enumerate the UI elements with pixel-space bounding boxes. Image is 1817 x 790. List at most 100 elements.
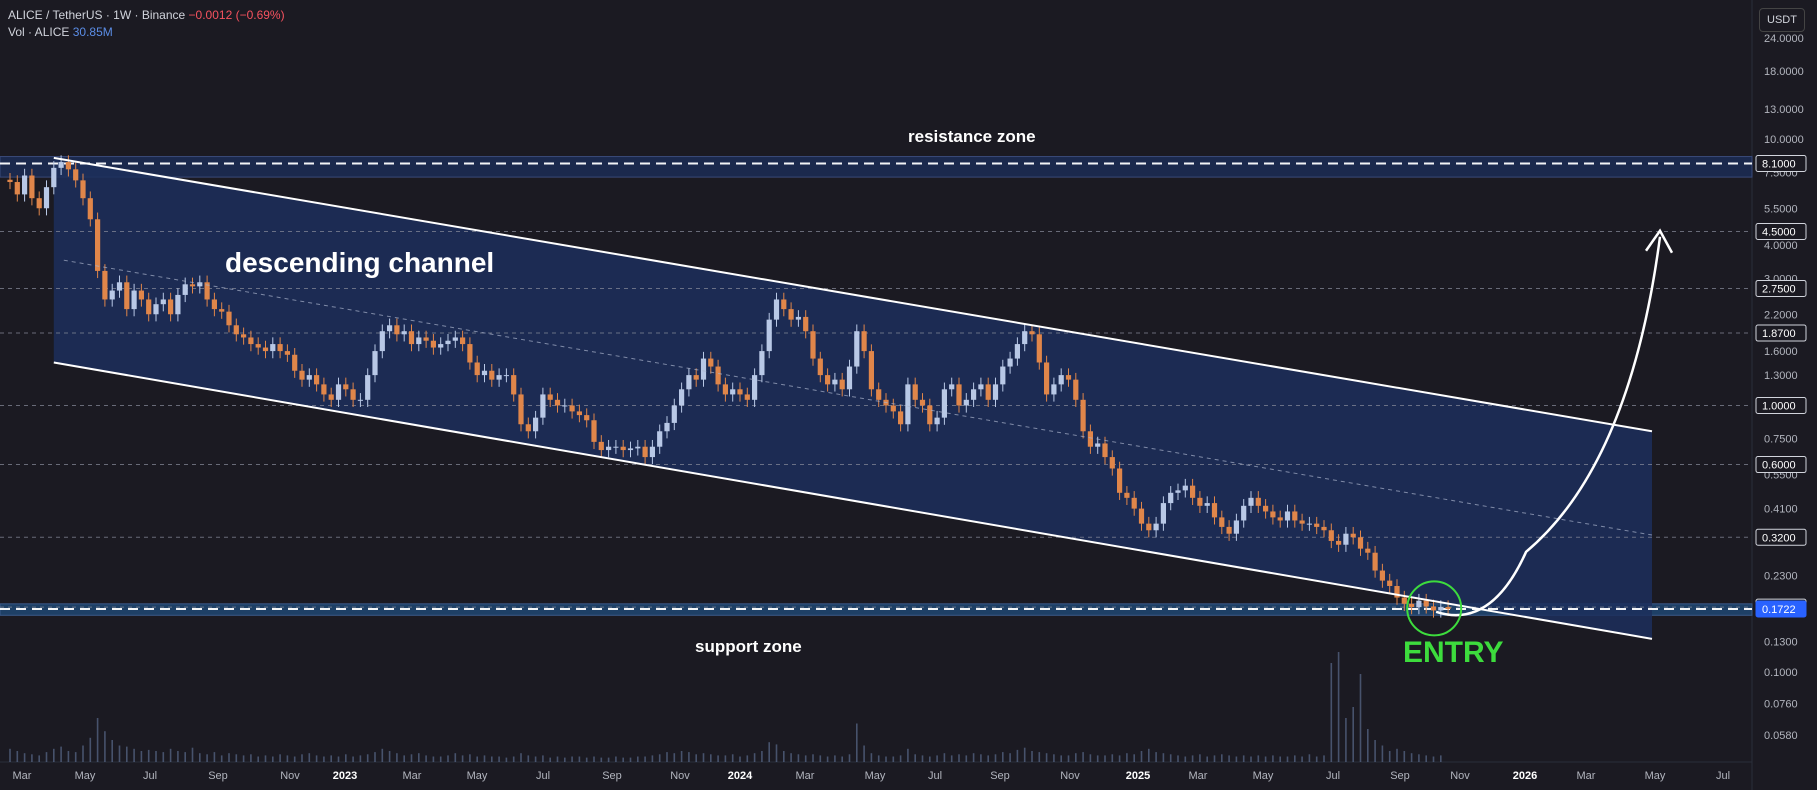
support-zone-label: support zone [695, 637, 802, 656]
candle-body [693, 375, 699, 380]
volume-bar [1140, 751, 1143, 762]
candle-body [1445, 607, 1451, 609]
volume-bar [958, 754, 960, 762]
volume-bar [1038, 752, 1041, 762]
candle-body [1306, 523, 1312, 525]
volume-bar [418, 753, 420, 762]
projection-arrow-head [1644, 228, 1674, 254]
volume-bar [1060, 755, 1062, 762]
candle-body [1416, 600, 1422, 608]
candle-body [1372, 552, 1378, 571]
volume-bar [374, 752, 376, 762]
candle-body [584, 415, 590, 421]
volume-bar [53, 748, 55, 762]
volume-bar [1009, 753, 1011, 762]
candle-body [131, 290, 137, 310]
volume-bar [476, 756, 478, 762]
volume-bar [469, 754, 471, 762]
volume-bar [1075, 753, 1077, 762]
volume-bar [250, 754, 252, 762]
candle-body [160, 299, 166, 305]
candle-body [1211, 503, 1218, 518]
volume-bar [585, 757, 588, 762]
volume-bar [841, 756, 843, 762]
candle-body [58, 162, 64, 168]
candle-body [1328, 530, 1334, 541]
candle-body [241, 334, 247, 338]
volume-bar [177, 751, 179, 762]
volume-bar [286, 755, 289, 762]
currency-button[interactable]: USDT [1759, 8, 1805, 32]
volume-bar [629, 757, 632, 762]
candle-body [467, 344, 473, 363]
volume-bar [89, 737, 92, 762]
volume-bar [104, 731, 106, 762]
price-level-tag [1755, 600, 1807, 618]
volume-bar [556, 756, 559, 762]
volume-bar [133, 748, 135, 762]
price-level-tag [1755, 154, 1807, 172]
candle-body [722, 384, 728, 395]
volume-bar [257, 756, 259, 762]
y-tick-label: 0.0580 [1764, 730, 1798, 742]
candle-body [1058, 375, 1064, 385]
candle-body [87, 198, 93, 220]
candle-body [124, 282, 130, 310]
volume-bar [885, 756, 887, 762]
candle-body [460, 337, 466, 345]
volume-bar [731, 754, 734, 762]
volume-bar [1184, 756, 1187, 762]
candle-body [1255, 497, 1261, 506]
volume-bar [644, 756, 646, 762]
candle-body [1168, 492, 1174, 504]
candle-body [949, 384, 955, 390]
candle-body [29, 175, 35, 199]
candle-body [365, 375, 371, 400]
volume-bar [31, 754, 33, 762]
volume-bar [1002, 752, 1004, 762]
candle-body [635, 446, 641, 449]
volume-bar [1118, 755, 1121, 762]
candle-body [1131, 497, 1137, 509]
candle-body [1022, 331, 1028, 345]
candle-body [890, 405, 896, 412]
price-level-tag [1755, 528, 1807, 546]
volume-bar [892, 756, 895, 762]
candle-body [1379, 570, 1385, 581]
volume-bar [126, 746, 128, 762]
candle-body [1401, 597, 1407, 604]
candle-body [927, 405, 933, 425]
candle-body [1117, 468, 1123, 493]
volume-bar [1308, 754, 1311, 762]
candle-body [1095, 443, 1101, 447]
candle-body [1124, 492, 1130, 498]
candle-body [978, 384, 984, 390]
volume-bar [790, 753, 792, 762]
volume-bar [972, 753, 975, 762]
y-tick-label: 4.0000 [1764, 240, 1798, 252]
volume-bar [1264, 756, 1267, 762]
volume-bar [1089, 754, 1092, 762]
candle-body [350, 389, 356, 400]
candle-body [1336, 540, 1342, 545]
candle-body [357, 399, 363, 401]
volume-bar [783, 751, 785, 762]
candle-body [1241, 505, 1247, 521]
x-tick-label: Nov [670, 770, 690, 782]
volume-bar [425, 755, 427, 762]
x-tick-label: 2026 [1513, 770, 1537, 782]
candle-body [934, 417, 940, 425]
candle-body [1292, 511, 1298, 521]
volume-bar [140, 751, 143, 762]
candle-body [51, 167, 57, 188]
volume-bar [615, 756, 617, 762]
candle-body [1423, 600, 1429, 607]
y-tick-label: 10.0000 [1764, 134, 1804, 146]
candle-body [627, 448, 634, 451]
candle-body [1160, 503, 1166, 524]
volume-bar [1133, 754, 1135, 762]
x-tick-label: Mar [1189, 770, 1208, 782]
volume-bar [206, 754, 208, 762]
candle-body [1233, 520, 1239, 534]
